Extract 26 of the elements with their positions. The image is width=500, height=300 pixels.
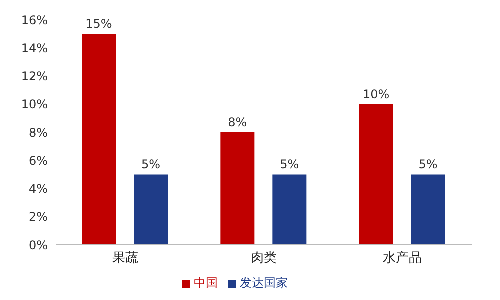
x-tick-label: 果蔬 — [112, 251, 138, 266]
y-tick-label: 12% — [21, 70, 48, 84]
bar — [359, 104, 394, 245]
y-tick-label: 14% — [21, 41, 48, 56]
y-tick-label: 10% — [21, 98, 48, 112]
y-tick-label: 16% — [21, 13, 48, 28]
data-label: 10% — [362, 87, 390, 102]
data-label: 8% — [228, 116, 248, 130]
bar — [411, 174, 446, 245]
data-label: 5% — [280, 158, 300, 172]
data-label: 5% — [418, 158, 438, 172]
bar — [134, 174, 168, 245]
legend-label: 发达国家 — [240, 276, 288, 290]
bar — [220, 132, 255, 245]
y-tick-label: 4% — [28, 182, 48, 196]
bar — [272, 174, 307, 245]
legend-label: 中国 — [194, 276, 218, 290]
y-tick-label: 2% — [28, 210, 48, 224]
data-label: 5% — [141, 158, 161, 172]
y-tick-label: 0% — [28, 238, 48, 252]
y-tick-label: 6% — [28, 154, 48, 168]
y-tick-label: 8% — [28, 126, 48, 140]
x-tick-label: 肉类 — [251, 251, 277, 266]
x-tick-label: 水产品 — [383, 251, 422, 266]
data-label: 15% — [86, 17, 112, 32]
bar — [82, 34, 116, 245]
